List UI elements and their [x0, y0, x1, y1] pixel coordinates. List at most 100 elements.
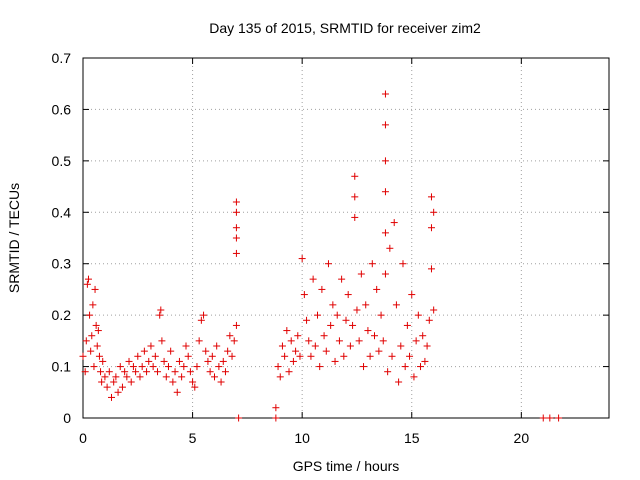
- data-point: [200, 311, 208, 319]
- data-point: [206, 368, 214, 376]
- x-tick-label: 15: [404, 430, 420, 446]
- data-point: [82, 337, 90, 345]
- y-tick-label: 0.1: [52, 359, 72, 375]
- y-axis-label: SRMTID / TECUs: [6, 183, 22, 293]
- data-point: [136, 373, 144, 381]
- data-point: [226, 332, 234, 340]
- data-point: [314, 311, 322, 319]
- data-point: [90, 363, 98, 371]
- data-point: [149, 363, 157, 371]
- data-point: [362, 301, 370, 309]
- data-point: [333, 311, 341, 319]
- data-point: [349, 321, 357, 329]
- data-point: [116, 363, 124, 371]
- data-point: [84, 275, 92, 283]
- data-point: [93, 342, 101, 350]
- data-point: [154, 368, 162, 376]
- data-point: [160, 357, 168, 365]
- data-point: [327, 321, 335, 329]
- data-point: [386, 244, 394, 252]
- data-point: [546, 414, 554, 422]
- data-point: [320, 332, 328, 340]
- chart-title: Day 135 of 2015, SRMTID for receiver zim…: [209, 20, 481, 36]
- data-point: [272, 414, 280, 422]
- data-point: [98, 378, 106, 386]
- data-point: [99, 357, 107, 365]
- data-point: [412, 337, 420, 345]
- data-point: [224, 347, 232, 355]
- data-point: [158, 337, 166, 345]
- data-point: [157, 306, 165, 314]
- data-point: [298, 255, 306, 263]
- data-point: [140, 347, 148, 355]
- data-point: [186, 368, 194, 376]
- data-point: [281, 352, 289, 360]
- data-point: [167, 347, 175, 355]
- y-tick-label: 0.3: [52, 256, 72, 272]
- data-point: [303, 316, 311, 324]
- data-point: [114, 388, 122, 396]
- data-point: [351, 172, 359, 180]
- data-point: [381, 121, 389, 129]
- data-point: [390, 219, 398, 227]
- plot-frame: [82, 57, 610, 419]
- data-point: [384, 368, 392, 376]
- data-point: [221, 368, 229, 376]
- data-point: [232, 198, 240, 206]
- data-point: [417, 363, 425, 371]
- data-point: [366, 352, 374, 360]
- data-point: [197, 316, 205, 324]
- data-point: [397, 342, 405, 350]
- data-point: [232, 224, 240, 232]
- data-point: [381, 229, 389, 237]
- data-point: [283, 327, 291, 335]
- data-point: [79, 352, 87, 360]
- y-tick-label: 0.4: [52, 204, 72, 220]
- data-point: [377, 311, 385, 319]
- data-point: [427, 193, 435, 201]
- x-tick-label: 0: [79, 430, 87, 446]
- x-tick-label: 10: [294, 430, 310, 446]
- data-point: [430, 306, 438, 314]
- data-point: [425, 316, 433, 324]
- data-point: [208, 352, 216, 360]
- data-point: [373, 285, 381, 293]
- data-point: [381, 90, 389, 98]
- data-point: [202, 347, 210, 355]
- data-point: [189, 378, 197, 386]
- data-point: [94, 327, 102, 335]
- data-point: [360, 363, 368, 371]
- data-point: [388, 352, 396, 360]
- data-point: [357, 270, 365, 278]
- data-point: [123, 373, 131, 381]
- data-point: [145, 357, 153, 365]
- data-point: [87, 347, 95, 355]
- data-point: [408, 291, 416, 299]
- data-point: [91, 285, 99, 293]
- x-axis-label: GPS time / hours: [293, 458, 400, 474]
- data-point: [296, 352, 304, 360]
- data-point: [107, 393, 115, 401]
- data-point: [346, 342, 354, 350]
- data-point: [289, 357, 297, 365]
- data-point: [399, 260, 407, 268]
- data-point: [110, 378, 118, 386]
- data-point: [392, 301, 400, 309]
- data-point: [169, 378, 177, 386]
- data-point: [316, 363, 324, 371]
- data-point: [118, 383, 126, 391]
- data-point: [92, 321, 100, 329]
- data-point: [274, 363, 282, 371]
- data-point: [97, 368, 105, 376]
- data-point: [423, 342, 431, 350]
- data-point: [171, 368, 179, 376]
- y-tick-label: 0.5: [52, 153, 72, 169]
- data-point: [342, 316, 350, 324]
- data-point: [305, 337, 313, 345]
- data-point: [213, 342, 221, 350]
- data-point: [395, 378, 403, 386]
- grid: [83, 58, 609, 418]
- data-point: [421, 357, 429, 365]
- data-point: [232, 234, 240, 242]
- data-point: [83, 280, 91, 288]
